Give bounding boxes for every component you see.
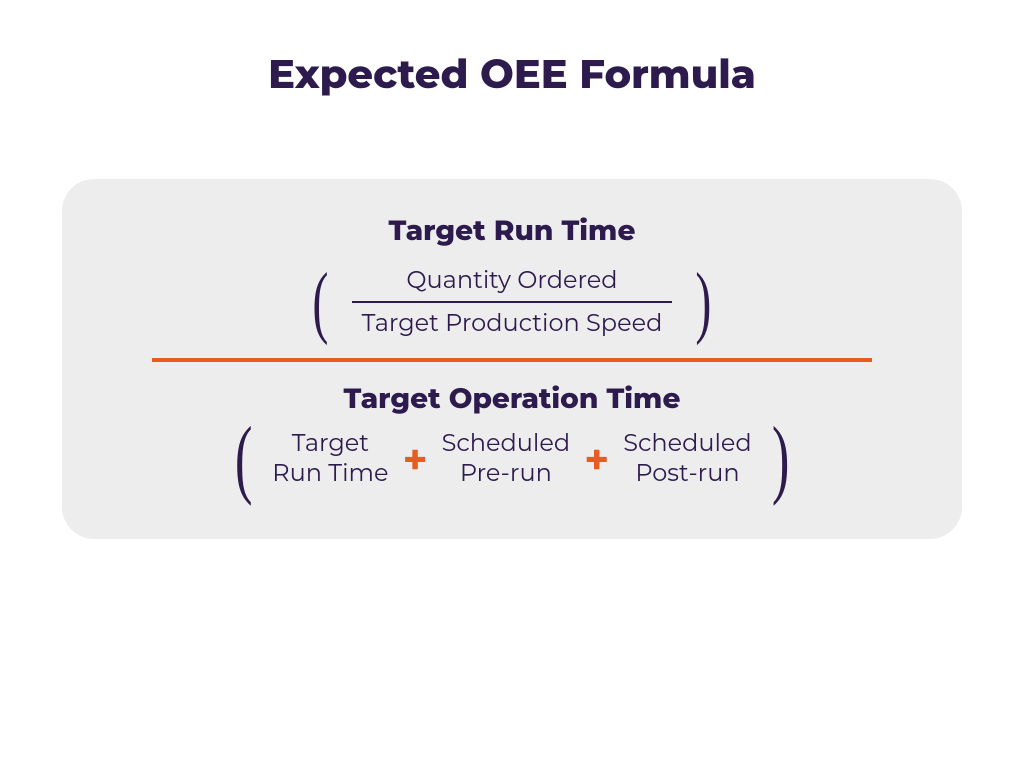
- right-paren-icon: ): [691, 270, 717, 334]
- fraction-numerator: Quantity Ordered: [406, 266, 617, 301]
- plus-icon: +: [580, 438, 613, 480]
- term-1-line1: Target: [292, 429, 369, 459]
- term-3-line1: Scheduled: [623, 429, 751, 459]
- plus-icon: +: [398, 438, 431, 480]
- left-paren-icon: (: [230, 424, 257, 494]
- numerator-paren-group: ( Quantity Ordered Target Production Spe…: [299, 266, 724, 338]
- term-3: Scheduled Post-run: [617, 429, 757, 489]
- page-title: Expected OEE Formula: [268, 50, 756, 99]
- denominator-paren-group: ( Target Run Time + Scheduled Pre-run + …: [221, 424, 803, 494]
- denominator-section: Target Operation Time ( Target Run Time …: [221, 382, 803, 494]
- term-2-line1: Scheduled: [442, 429, 570, 459]
- main-fraction-divider: [152, 358, 872, 362]
- numerator-section: Target Run Time ( Quantity Ordered Targe…: [299, 214, 724, 338]
- formula-card: Target Run Time ( Quantity Ordered Targe…: [62, 179, 962, 539]
- numerator-heading: Target Run Time: [389, 214, 636, 248]
- term-3-line2: Post-run: [635, 459, 739, 489]
- term-1-line2: Run Time: [272, 459, 388, 489]
- term-2: Scheduled Pre-run: [436, 429, 576, 489]
- term-1: Target Run Time: [266, 429, 394, 489]
- left-paren-icon: (: [308, 270, 334, 334]
- denominator-heading: Target Operation Time: [344, 382, 681, 416]
- sum-terms: Target Run Time + Scheduled Pre-run + Sc…: [266, 429, 757, 489]
- fraction-denominator: Target Production Speed: [362, 303, 663, 338]
- right-paren-icon: ): [767, 424, 794, 494]
- inner-fraction: Quantity Ordered Target Production Speed: [342, 266, 682, 338]
- term-2-line2: Pre-run: [460, 459, 552, 489]
